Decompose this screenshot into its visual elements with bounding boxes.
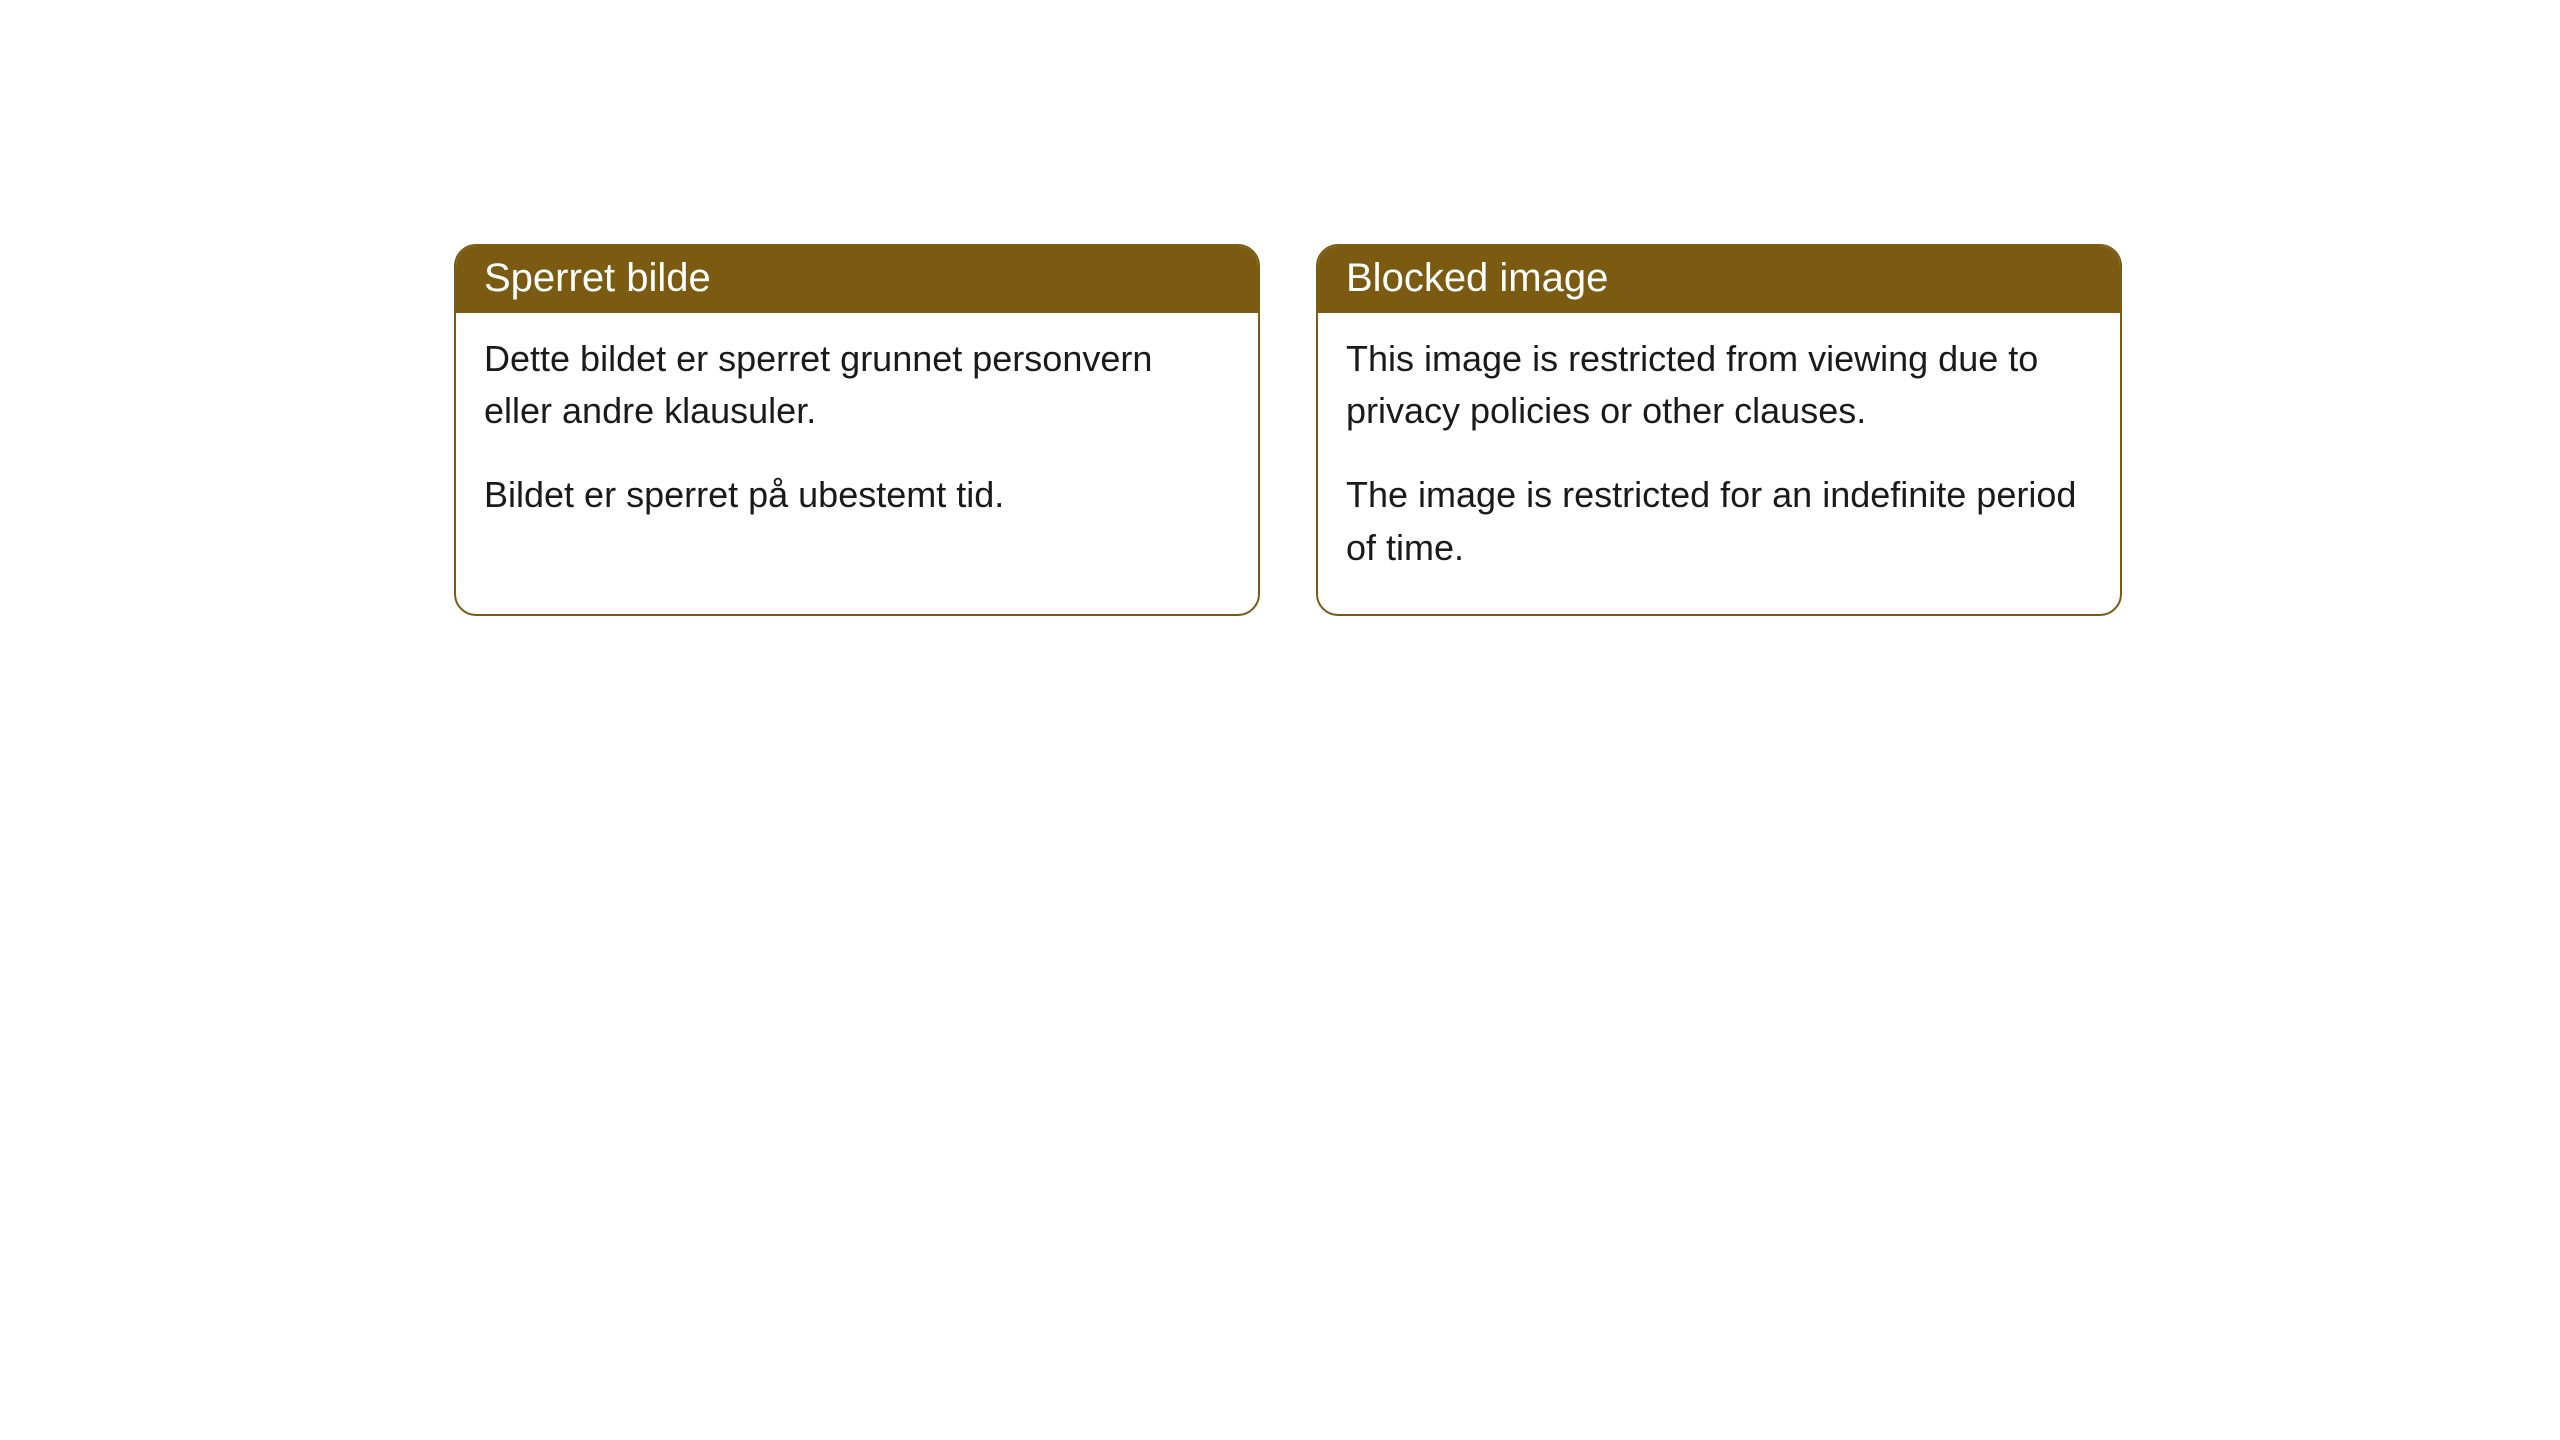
card-paragraph: The image is restricted for an indefinit… [1346,469,2092,573]
card-body: Dette bildet er sperret grunnet personve… [456,313,1258,562]
card-paragraph: Dette bildet er sperret grunnet personve… [484,333,1230,437]
card-header: Sperret bilde [456,246,1258,313]
card-paragraph: This image is restricted from viewing du… [1346,333,2092,437]
card-paragraph: Bildet er sperret på ubestemt tid. [484,469,1230,521]
notice-cards-container: Sperret bilde Dette bildet er sperret gr… [454,244,2122,616]
card-header: Blocked image [1318,246,2120,313]
blocked-image-card-no: Sperret bilde Dette bildet er sperret gr… [454,244,1260,616]
card-body: This image is restricted from viewing du… [1318,313,2120,614]
blocked-image-card-en: Blocked image This image is restricted f… [1316,244,2122,616]
